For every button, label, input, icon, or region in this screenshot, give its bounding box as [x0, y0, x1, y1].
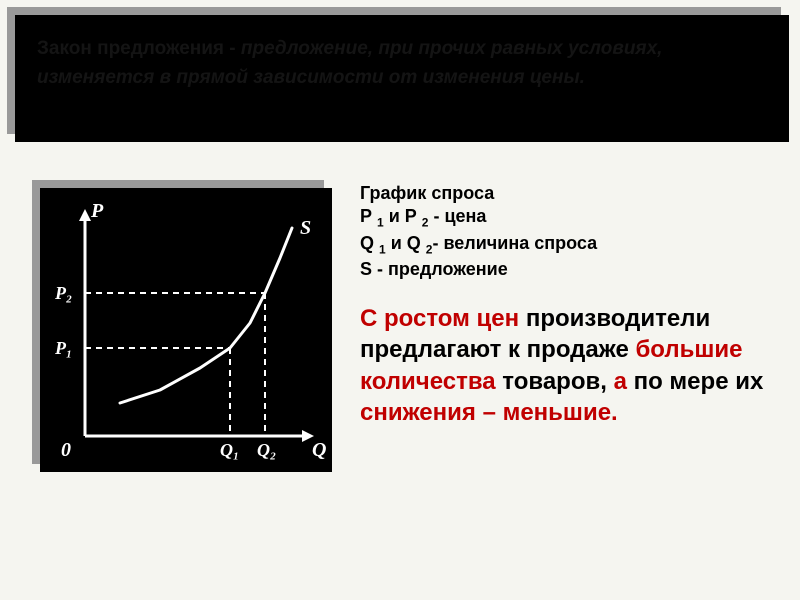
svg-text:0: 0: [61, 439, 71, 461]
law-banner: Закон предложения - предложение, при про…: [7, 7, 789, 142]
chart-legend: График спроса Р 1 и Р 2 - цена Q 1 и Q 2…: [360, 182, 780, 281]
body-text: С ростом цен производители предлагают к …: [360, 303, 780, 428]
legend-q-sub1: 1: [379, 242, 386, 256]
banner-em1: предложение, при прочих равных условиях,: [241, 38, 663, 59]
bt-red4: снижения – меньшие.: [360, 399, 618, 426]
banner-em2: изменяется в прямой зависимости от измен…: [37, 67, 585, 88]
legend-q-c: - величина спроса: [432, 233, 597, 253]
svg-text:P₁: P₁: [54, 338, 72, 358]
legend-s: S - предложение: [360, 259, 508, 279]
bt-black3: по мере их: [627, 368, 763, 395]
chart-container: P Q 0 P₁ P₂ Q₁ Q₂ S: [32, 180, 332, 472]
legend-q-b: и Q: [386, 233, 426, 253]
bt-black2: товаров,: [496, 368, 614, 395]
supply-chart: P Q 0 P₁ P₂ Q₁ Q₂ S: [40, 188, 332, 472]
legend-p-c: - цена: [428, 206, 486, 226]
legend-title: График спроса: [360, 183, 494, 203]
legend-p-a: Р: [360, 206, 377, 226]
right-column: График спроса Р 1 и Р 2 - цена Q 1 и Q 2…: [360, 182, 780, 428]
svg-text:P: P: [90, 200, 104, 222]
svg-text:Q: Q: [312, 439, 326, 461]
svg-text:P₂: P₂: [54, 283, 72, 303]
banner-text: Закон предложения - предложение, при про…: [37, 35, 767, 92]
banner-prefix: Закон предложения -: [37, 38, 241, 59]
banner-face: Закон предложения - предложение, при про…: [15, 15, 789, 142]
svg-text:S: S: [300, 217, 311, 239]
bt-red3: а: [614, 368, 627, 395]
svg-text:Q₁: Q₁: [220, 440, 239, 460]
legend-p-sub1: 1: [377, 216, 384, 230]
bt-red1: С ростом цен: [360, 305, 519, 332]
svg-text:Q₂: Q₂: [257, 440, 276, 460]
legend-p-b: и Р: [384, 206, 422, 226]
legend-q-a: Q: [360, 233, 379, 253]
